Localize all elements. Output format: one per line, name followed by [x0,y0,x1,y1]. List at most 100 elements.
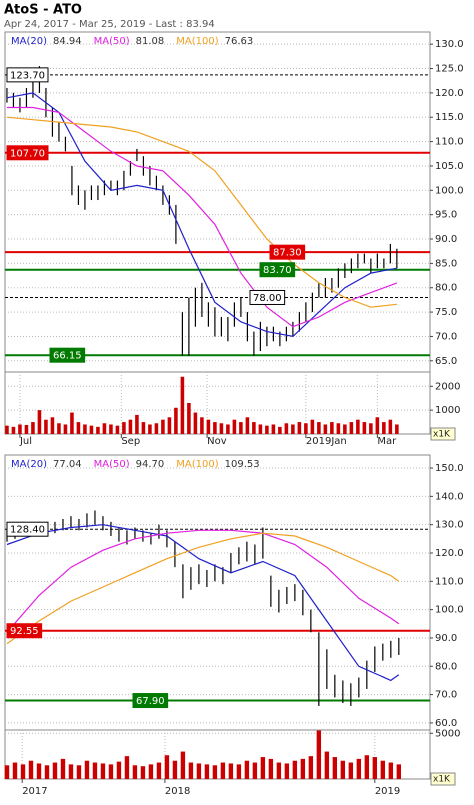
x-tick-label: 2018 [165,786,190,797]
y-tick-label: 70.0 [435,690,457,701]
volume-bar [291,424,295,434]
level-label: 87.30 [273,248,302,259]
volume-bar [57,423,61,434]
volume-bar [324,751,330,779]
level-label-box [249,289,286,305]
volume-bar [180,751,186,779]
volume-bar [63,424,68,434]
legend-label: MA(20) [11,459,47,470]
volume-bar [92,762,98,779]
volume-bar [76,765,82,779]
legend-label: MA(100) [176,36,218,47]
volume-bar [364,755,370,779]
volume-bar [336,423,341,434]
volume-bar [258,424,263,434]
y-tick-label: 130.0 [435,39,464,50]
volume-bar [50,417,55,434]
moving-average-line [6,116,397,308]
level-label: 67.90 [136,696,165,707]
volume-bar [20,764,26,779]
volume-bar [317,422,321,434]
level-label: 92.55 [10,626,39,637]
level-label-box [269,244,306,260]
moving-average-line [6,529,400,633]
level-label: 128.40 [10,525,45,536]
volume-bar [31,422,35,434]
volume-bar [300,758,306,779]
legend-value: 81.08 [136,36,165,47]
plot-frame [4,31,431,373]
level-label: 66.15 [53,351,82,362]
volume-bar [380,760,386,779]
volume-bar [236,764,242,779]
volume-bar [76,422,81,434]
volume-bar [276,762,282,779]
volume-bar [102,423,107,434]
volume-bar [204,764,210,779]
volume-bar [252,422,256,434]
level-label-box [132,693,169,709]
volume-bar [148,424,152,434]
volume-bar [245,417,250,434]
volume-bar [304,423,308,434]
volume-bar [349,422,354,434]
y-tick-label: 5000 [435,728,460,739]
x-tick-label: Nov [207,436,227,447]
volume-bar [135,414,139,434]
volume-bar [167,417,172,434]
volume-bar [24,424,29,434]
volume-bar [108,764,114,779]
volume-bar [180,376,185,434]
volume-bar [220,762,226,779]
y-tick-label: 120.0 [435,548,464,559]
volume-bar [161,419,165,434]
volume-bar [316,730,322,779]
y-tick-label: 80.0 [435,283,457,294]
volume-bar [395,424,399,434]
volume-bar [284,423,289,434]
volume-bar [4,765,10,779]
volume-bar [116,761,122,779]
volume-bar [278,426,282,434]
volume-bar [18,424,22,434]
volume-bar [265,425,269,434]
moving-average-line [6,524,400,682]
y-tick-label: 125.0 [435,64,464,75]
x-tick-label: 2019Jan [306,436,347,447]
volume-bar [388,419,393,434]
level-label-box [6,521,49,537]
volume-bar [244,760,250,779]
level-label-box [6,67,49,83]
unit-label: x1K [433,775,451,785]
chart-title: AtoS - ATO [4,3,82,18]
y-tick-label: 110.0 [435,137,464,148]
y-tick-label: 100.0 [435,605,464,616]
level-label: 78.00 [253,293,282,304]
legend-label: MA(20) [11,36,47,47]
y-tick-label: 95.0 [435,210,457,221]
volume-bar [239,422,243,434]
volume-bar [89,425,94,434]
volume-bar [297,422,302,434]
x-tick-label: Mar [377,436,397,447]
volume-bar [271,424,276,434]
volume-bar [188,762,194,779]
volume-bar [122,422,126,434]
legend-label: MA(50) [94,36,130,47]
volume-bar [369,423,373,434]
volume-bar [340,760,346,779]
volume-bar [260,757,266,779]
volume-bar [206,419,211,434]
y-tick-label: 2000 [435,381,460,392]
volume-bar [308,756,314,779]
x-tick-label: 2017 [22,786,47,797]
volume-bar [219,423,224,434]
level-label: 123.70 [10,70,45,81]
volume-bar [196,763,202,779]
volume-bar [70,412,74,434]
volume-bar [100,763,106,779]
volume-bar [68,764,74,779]
volume-bar [228,763,234,779]
legend-value: 94.70 [136,459,165,470]
